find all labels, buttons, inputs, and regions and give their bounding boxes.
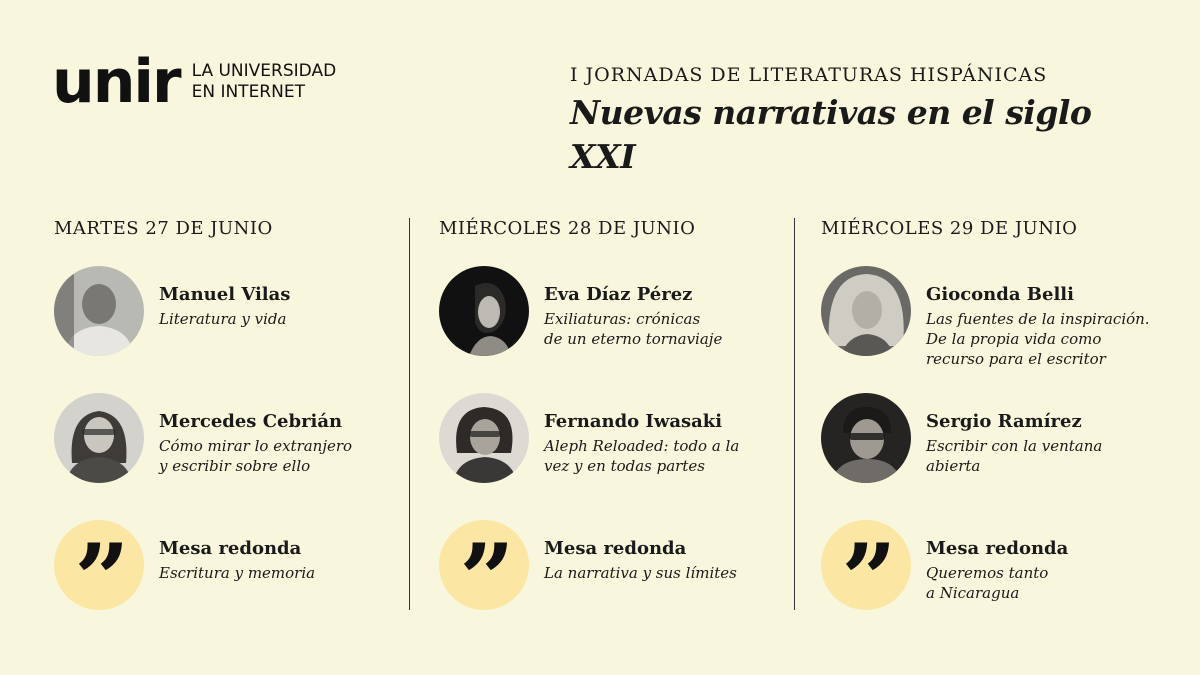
talk-title: Aleph Reloaded: todo a la vez y en todas… xyxy=(544,437,740,475)
speaker-entry: Gioconda Belli Las fuentes de la inspirac… xyxy=(821,266,1181,369)
talk-title: La narrativa y sus límites xyxy=(544,564,737,582)
portrait-icon xyxy=(54,393,144,483)
logo-mark: unir xyxy=(52,47,182,117)
speaker-name: Mesa redonda xyxy=(926,538,1069,559)
speaker-name: Gioconda Belli xyxy=(926,284,1074,305)
event-kicker: I JORNADAS DE LITERATURAS HISPÁNICAS xyxy=(570,64,1048,86)
quote-icon: ” xyxy=(821,520,911,610)
event-title: Nuevas narrativas en el siglo XXI xyxy=(570,93,1092,176)
day-column-wednesday-29: MIÉRCOLES 29 DE JUNIO Gioconda Belli Las … xyxy=(821,215,1161,610)
column-divider xyxy=(794,218,795,610)
talk-title: Escritura y memoria xyxy=(159,564,316,582)
speaker-name: Mesa redonda xyxy=(544,538,687,559)
logo-tagline-line1: LA UNIVERSIDAD xyxy=(191,61,337,81)
talk-title: Cómo mirar lo extranjero y escribir sobr… xyxy=(159,437,353,475)
speaker-name: Mesa redonda xyxy=(159,538,302,559)
speaker-photo xyxy=(54,266,144,356)
day-column-tuesday: MARTES 27 DE JUNIO Manuel Vilas Literatur… xyxy=(54,215,394,610)
event-heading: I JORNADAS DE LITERATURAS HISPÁNICAS Nue… xyxy=(570,63,1142,179)
speaker-name: Sergio Ramírez xyxy=(926,411,1082,432)
portrait-icon xyxy=(821,393,911,483)
logo: unir LA UNIVERSIDAD EN INTERNET xyxy=(52,52,336,112)
logo-tagline: LA UNIVERSIDAD EN INTERNET xyxy=(192,61,337,103)
portrait-icon xyxy=(54,266,144,356)
speaker-photo xyxy=(54,393,144,483)
speaker-entry: Mercedes Cebrián Cómo mirar lo extranjero… xyxy=(54,393,414,483)
logo-tagline-line2: EN INTERNET xyxy=(191,82,305,102)
round-table-entry: ” Mesa redonda Escritura y memoria xyxy=(54,520,414,610)
speaker-name: Fernando Iwasaki xyxy=(544,411,723,432)
speaker-photo xyxy=(821,393,911,483)
portrait-icon xyxy=(439,393,529,483)
talk-title: Las fuentes de la inspiración. De la pro… xyxy=(926,310,1150,368)
speaker-photo xyxy=(439,266,529,356)
column-divider xyxy=(409,218,410,610)
speaker-name: Mercedes Cebrián xyxy=(159,411,343,432)
speaker-name: Eva Díaz Pérez xyxy=(544,284,693,305)
speaker-entry: Manuel Vilas Literatura y vida xyxy=(54,266,414,356)
day-label: MARTES 27 DE JUNIO xyxy=(54,218,273,239)
portrait-icon xyxy=(439,266,529,356)
talk-title: Exiliaturas: crónicas de un eterno torna… xyxy=(544,310,723,348)
round-table-entry: ” Mesa redonda Queremos tanto a Nicaragua xyxy=(821,520,1181,610)
quote-icon: ” xyxy=(439,520,529,610)
day-column-wednesday-28: MIÉRCOLES 28 DE JUNIO Eva Díaz Pérez Exil… xyxy=(439,215,779,610)
day-label: MIÉRCOLES 28 DE JUNIO xyxy=(439,218,696,239)
speaker-entry: Sergio Ramírez Escribir con la ventana ab… xyxy=(821,393,1181,483)
speaker-name: Manuel Vilas xyxy=(159,284,291,305)
speaker-photo xyxy=(439,393,529,483)
day-label: MIÉRCOLES 29 DE JUNIO xyxy=(821,218,1078,239)
speaker-photo xyxy=(821,266,911,356)
speaker-entry: Eva Díaz Pérez Exiliaturas: crónicas de u… xyxy=(439,266,799,356)
talk-title: Literatura y vida xyxy=(159,310,287,328)
talk-title: Escribir con la ventana abierta xyxy=(926,437,1103,475)
portrait-icon xyxy=(821,266,911,356)
quote-icon: ” xyxy=(54,520,144,610)
round-table-entry: ” Mesa redonda La narrativa y sus límites xyxy=(439,520,799,610)
speaker-entry: Fernando Iwasaki Aleph Reloaded: todo a l… xyxy=(439,393,799,483)
talk-title: Queremos tanto a Nicaragua xyxy=(926,564,1049,602)
